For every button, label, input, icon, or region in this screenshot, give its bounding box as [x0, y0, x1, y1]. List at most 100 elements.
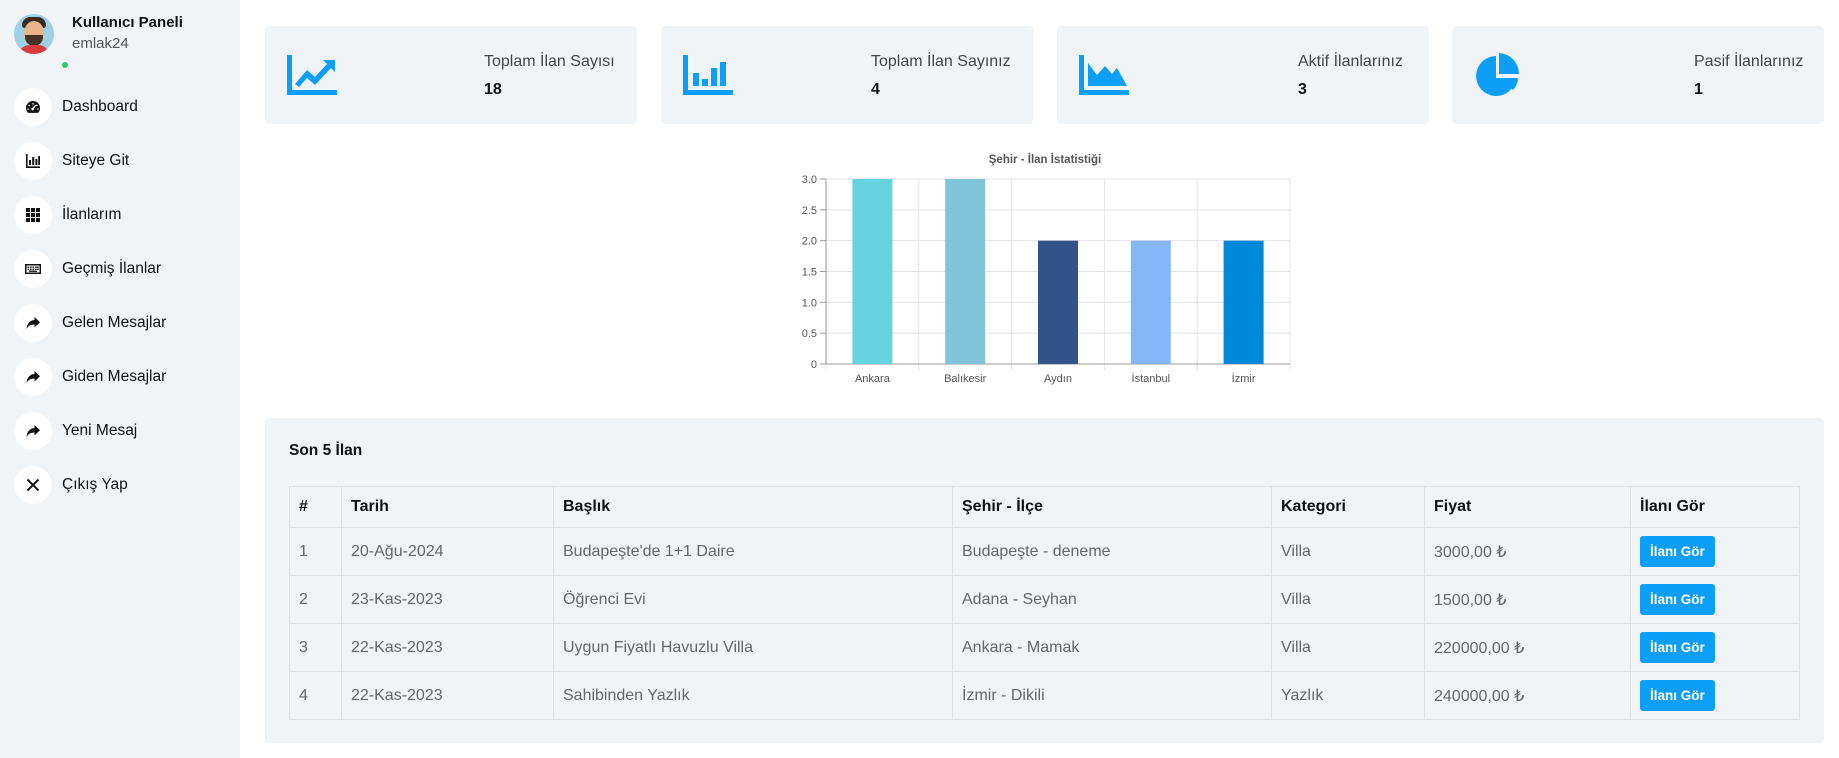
table-row: 3 22-Kas-2023 Uygun Fiyatlı Havuzlu Vill… [289, 623, 1800, 672]
bar-chart-icon [14, 142, 52, 180]
bar-chart-icon [683, 53, 733, 97]
cell-date: 23-Kas-2023 [341, 575, 554, 624]
sidebar-item-gecmis-ilanlar[interactable]: Geçmiş İlanlar [14, 250, 166, 288]
online-status-indicator [60, 60, 70, 70]
cell-category: Yazlık [1271, 671, 1425, 720]
city-listing-chart: Şehir - İlan İstatistiği 0 0.5 1.0 1.5 2.0 2.… [790, 150, 1300, 395]
sidebar-item-yeni-mesaj[interactable]: Yeni Mesaj [14, 412, 166, 450]
share-arrow-icon [14, 412, 52, 450]
column-header: İlanı Gör [1630, 486, 1800, 528]
bar [1038, 240, 1078, 364]
table-row: 2 23-Kas-2023 Öğrenci Evi Adana - Seyhan… [289, 575, 1800, 624]
stat-value: 4 [871, 81, 880, 98]
cell-category: Villa [1271, 527, 1425, 576]
cell-location: Adana - Seyhan [952, 575, 1272, 624]
sidebar-item-cikis-yap[interactable]: Çıkış Yap [14, 466, 166, 504]
stat-card-total-listings: Toplam İlan Sayısı 18 [265, 26, 637, 124]
stat-label: Aktif İlanlarınız [1298, 53, 1403, 70]
cell-index: 4 [289, 671, 342, 720]
y-tick-label: 0 [811, 359, 817, 371]
cell-index: 2 [289, 575, 342, 624]
cell-title: Uygun Fiyatlı Havuzlu Villa [553, 623, 953, 672]
sidebar-nav: Dashboard Siteye Git İlanlarım Geçmiş İl… [14, 88, 166, 520]
panel-title: Kullanıcı Paneli [72, 14, 183, 31]
view-listing-button[interactable]: İlanı Gör [1640, 632, 1715, 663]
column-header: Fiyat [1424, 486, 1631, 528]
cell-category: Villa [1271, 575, 1425, 624]
cell-title: Sahibinden Yazlık [553, 671, 953, 720]
cell-price: 1500,00 ₺ [1424, 575, 1631, 624]
bar [852, 179, 893, 364]
column-header: Başlık [553, 486, 953, 528]
table-row: 4 22-Kas-2023 Sahibinden Yazlık İzmir - … [289, 671, 1800, 720]
column-header: # [289, 486, 342, 528]
speedometer-icon [14, 88, 52, 126]
recent-listings-table: # Tarih Başlık Şehir - İlçe Kategori Fiy… [289, 486, 1800, 720]
bar [945, 179, 986, 364]
sidebar-item-label: Geçmiş İlanlar [62, 260, 162, 277]
stat-card-your-listings: Toplam İlan Sayınız 4 [661, 26, 1033, 124]
table-header-row: # Tarih Başlık Şehir - İlçe Kategori Fiy… [289, 486, 1800, 528]
stat-label: Pasif İlanlarınız [1694, 53, 1804, 70]
cell-date: 22-Kas-2023 [341, 671, 554, 720]
x-tick-label: İzmir [1232, 372, 1256, 385]
x-tick-label: İstanbul [1132, 372, 1171, 385]
sidebar-item-dashboard[interactable]: Dashboard [14, 88, 166, 126]
stat-value: 3 [1298, 81, 1307, 98]
user-profile: Kullanıcı Paneli emlak24 [14, 14, 183, 70]
cell-category: Villa [1271, 623, 1425, 672]
sidebar-item-label: Giden Mesajlar [62, 368, 167, 385]
avatar [14, 14, 54, 54]
sidebar-item-giden-mesajlar[interactable]: Giden Mesajlar [14, 358, 166, 396]
trending-up-chart-icon [287, 53, 337, 97]
share-arrow-icon [14, 358, 52, 396]
sidebar-item-label: İlanlarım [62, 206, 122, 223]
stat-label: Toplam İlan Sayısı [484, 53, 615, 70]
view-listing-button[interactable]: İlanı Gör [1640, 680, 1715, 711]
stat-card-active-listings: Aktif İlanlarınız 3 [1057, 26, 1429, 124]
y-tick-label: 1.0 [802, 297, 817, 309]
grid-icon [14, 196, 52, 234]
bar [1223, 240, 1264, 364]
cell-date: 20-Ağu-2024 [341, 527, 554, 576]
chart-title: Şehir - İlan İstatistiği [988, 154, 1102, 166]
sidebar-item-label: Yeni Mesaj [62, 422, 138, 439]
username: emlak24 [72, 35, 129, 52]
bar [1130, 240, 1171, 364]
y-tick-label: 2.5 [802, 205, 817, 217]
cell-title: Budapeşte'de 1+1 Daire [553, 527, 953, 576]
area-chart-icon [1079, 53, 1129, 97]
y-tick-label: 0.5 [802, 328, 817, 340]
x-tick-label: Balıkesir [944, 373, 987, 385]
stat-label: Toplam İlan Sayınız [871, 53, 1011, 70]
view-listing-button[interactable]: İlanı Gör [1640, 584, 1715, 615]
cell-location: Budapeşte - deneme [952, 527, 1272, 576]
column-header: Tarih [341, 486, 554, 528]
cell-price: 3000,00 ₺ [1424, 527, 1631, 576]
chart-canvas: 0 0.5 1.0 1.5 2.0 2.5 3.0 Ankara Balıkesir Aydın İ… [802, 174, 1291, 385]
column-header: Şehir - İlçe [952, 486, 1272, 528]
close-icon [14, 466, 52, 504]
view-listing-button[interactable]: İlanı Gör [1640, 536, 1715, 567]
stat-value: 18 [484, 81, 502, 98]
sidebar-item-siteye-git[interactable]: Siteye Git [14, 142, 166, 180]
cell-index: 3 [289, 623, 342, 672]
cell-location: Ankara - Mamak [952, 623, 1272, 672]
cell-price: 220000,00 ₺ [1424, 623, 1631, 672]
sidebar-item-ilanlarim[interactable]: İlanlarım [14, 196, 166, 234]
cell-date: 22-Kas-2023 [341, 623, 554, 672]
cell-price: 240000,00 ₺ [1424, 671, 1631, 720]
sidebar-item-label: Çıkış Yap [62, 476, 128, 493]
stat-value: 1 [1694, 81, 1703, 98]
x-tick-label: Ankara [855, 373, 891, 385]
cell-index: 1 [289, 527, 342, 576]
y-tick-label: 1.5 [802, 267, 817, 279]
y-tick-label: 3.0 [802, 174, 817, 186]
cell-location: İzmir - Dikili [952, 671, 1272, 720]
keyboard-icon [14, 250, 52, 288]
panel-title: Son 5 İlan [289, 442, 363, 459]
cell-title: Öğrenci Evi [553, 575, 953, 624]
sidebar-item-label: Gelen Mesajlar [62, 314, 167, 331]
pie-chart-icon [1474, 53, 1524, 97]
sidebar-item-gelen-mesajlar[interactable]: Gelen Mesajlar [14, 304, 166, 342]
